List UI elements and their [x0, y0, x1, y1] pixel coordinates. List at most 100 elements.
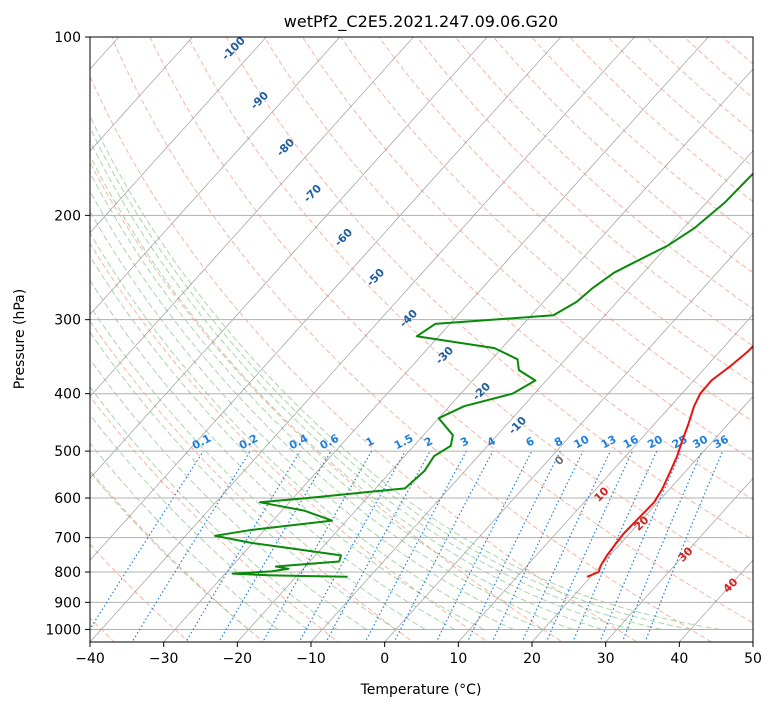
y-tick-label: 300	[54, 313, 81, 329]
mixing-ratio-label: 3	[458, 434, 471, 449]
dry-adiabat-line	[721, 37, 753, 65]
dry-adiabat-line	[302, 37, 753, 461]
isotherm-line	[531, 395, 753, 642]
background-lines	[0, 24, 775, 654]
moist-adiabat-line	[90, 279, 456, 630]
mixing-ratio-label: 20	[645, 433, 665, 452]
dry-adiabat-line	[90, 395, 340, 642]
y-axis-ticks: 100 200 300 400 500 600 700 800 900 1000	[45, 30, 90, 638]
mixing-ratio-label: 36	[711, 433, 731, 452]
mixing-ratio-line	[131, 450, 251, 642]
y-tick-label: 800	[54, 565, 81, 581]
x-tick-label: 10	[449, 651, 467, 667]
mixing-ratio-line	[298, 450, 406, 642]
x-tick-label: 50	[744, 651, 762, 667]
isotherm-line	[384, 232, 753, 642]
isotherm-line	[163, 37, 709, 642]
moist-adiabat-line	[90, 171, 603, 630]
isotherm-line	[90, 37, 488, 479]
y-tick-label: 500	[54, 444, 81, 460]
temperature-profile-line	[586, 344, 753, 578]
x-axis-ticks: −40 −30 −20 −10 0 10 20 30 40 50	[75, 642, 762, 667]
dry-adiabat-line	[90, 543, 190, 642]
x-tick-label: 0	[380, 651, 389, 667]
mixing-ratio-line	[466, 450, 561, 642]
mixing-ratio-label: 0.4	[287, 432, 311, 453]
dry-adiabat-line	[645, 37, 753, 133]
dry-adiabat-line	[90, 75, 638, 642]
dry-adiabat-label: -10	[506, 414, 529, 437]
mixing-ratio-label: 10	[572, 433, 592, 452]
sounding-series	[214, 172, 753, 578]
isotherm-line	[236, 68, 753, 642]
mixing-ratio-label: 25	[670, 433, 690, 452]
dry-adiabat-line	[90, 161, 564, 642]
y-tick-label: 400	[54, 387, 81, 403]
mixing-ratio-line	[262, 450, 373, 642]
dry-adiabat-line	[530, 37, 753, 238]
mixing-ratio-label: 13	[599, 433, 619, 452]
dry-adiabat-label: -50	[364, 266, 387, 289]
moist-adiabat-line	[90, 358, 367, 630]
moist-adiabat-line	[90, 114, 721, 630]
isotherm-line	[310, 150, 753, 642]
dry-adiabat-label: -60	[332, 226, 355, 249]
dry-adiabat-line	[454, 37, 753, 310]
x-tick-label: −10	[296, 651, 326, 667]
isotherm-line	[752, 641, 753, 642]
dry-adiabat-line	[340, 37, 753, 423]
moist-adiabat-line	[90, 255, 485, 630]
mixing-ratio-line	[435, 450, 533, 642]
isotherm-line	[90, 37, 636, 642]
x-tick-label: −20	[223, 651, 253, 667]
dry-adiabat-line	[263, 37, 753, 501]
moist-adiabat-line	[90, 331, 397, 630]
dry-adiabat-label: -70	[301, 182, 324, 205]
mixing-ratio-line	[491, 450, 584, 642]
mixing-ratio-line	[364, 450, 467, 642]
mixing-ratio-label: 0.6	[318, 432, 342, 453]
mixing-ratio-label: 8	[552, 434, 565, 449]
isotherm-line	[90, 37, 415, 398]
y-tick-label: 900	[54, 595, 81, 611]
mixing-ratio-line	[572, 450, 658, 642]
mixing-ratio-label: 16	[621, 433, 641, 452]
moist-adiabat-line	[90, 442, 279, 630]
isotherm-line	[90, 37, 562, 561]
dry-adiabat-line	[225, 37, 753, 541]
dry-adiabat-label: -80	[274, 136, 297, 159]
dry-adiabat-label: -90	[248, 89, 271, 112]
mixing-ratio-label: 30	[690, 433, 710, 452]
dry-adiabat-label: 10	[592, 484, 612, 504]
plot-frame	[89, 36, 754, 643]
mixing-ratio-line	[545, 450, 634, 642]
dry-adiabat-label: -30	[433, 344, 456, 367]
moist-adiabat-line	[90, 126, 691, 630]
y-tick-label: 700	[54, 531, 81, 547]
moist-adiabat-line	[90, 471, 249, 630]
dry-adiabat-line	[746, 24, 775, 654]
mixing-ratio-line	[521, 450, 611, 642]
dry-adiabat-line	[90, 320, 414, 642]
isotherm-line	[0, 24, 57, 654]
dry-adiabat-line	[111, 37, 713, 642]
moist-adiabat-line	[90, 210, 544, 630]
x-tick-label: 20	[523, 651, 541, 667]
mixing-ratio-line	[325, 450, 431, 642]
y-axis-label: Pressure (hPa)	[12, 289, 28, 389]
x-tick-label: 30	[597, 651, 615, 667]
moist-adiabat-line	[90, 414, 308, 630]
dry-adiabat-label: 0	[552, 453, 567, 468]
dry-adiabat-label: -100	[219, 34, 248, 63]
mixing-ratio-label: 0.2	[237, 432, 260, 453]
mixing-ratio-line	[621, 450, 703, 642]
mixing-ratio-label: 1.5	[392, 432, 415, 453]
mixing-ratio-label: 6	[524, 434, 537, 449]
mixing-ratio-line	[599, 450, 682, 642]
y-tick-label: 200	[54, 208, 81, 224]
moist-adiabat-line	[90, 190, 573, 630]
moist-adiabat-line	[90, 305, 426, 630]
x-tick-label: −40	[75, 651, 105, 667]
x-axis-label: Temperature (°C)	[360, 682, 482, 698]
y-tick-label: 100	[54, 30, 81, 46]
